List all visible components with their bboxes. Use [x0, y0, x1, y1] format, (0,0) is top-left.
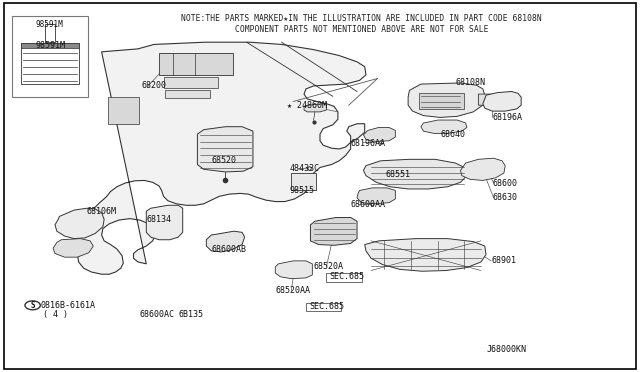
Bar	[326, 273, 362, 282]
Text: COMPONENT PARTS NOT MENTIONED ABOVE ARE NOT FOR SALE: COMPONENT PARTS NOT MENTIONED ABOVE ARE …	[235, 25, 488, 34]
Polygon shape	[310, 218, 357, 245]
Polygon shape	[197, 127, 253, 172]
Text: S: S	[30, 301, 35, 310]
Text: ( 4 ): ( 4 )	[44, 311, 68, 320]
Text: 68108N: 68108N	[456, 78, 485, 87]
Text: 68640: 68640	[440, 130, 465, 140]
Bar	[159, 53, 232, 75]
Bar	[306, 303, 341, 311]
Text: SEC.685: SEC.685	[330, 272, 365, 281]
Text: 6B135: 6B135	[178, 311, 204, 320]
Text: 48433C: 48433C	[290, 164, 320, 173]
Bar	[21, 43, 79, 48]
Polygon shape	[275, 261, 312, 279]
Text: ★ 24860M: ★ 24860M	[287, 101, 327, 110]
Text: 68600: 68600	[492, 179, 517, 187]
Polygon shape	[53, 238, 93, 257]
Text: 68520A: 68520A	[314, 262, 344, 271]
Polygon shape	[357, 188, 396, 204]
Bar	[12, 16, 88, 97]
Polygon shape	[478, 94, 497, 105]
Polygon shape	[304, 104, 326, 112]
Bar	[21, 43, 79, 84]
Text: 68196A: 68196A	[492, 113, 522, 122]
Polygon shape	[206, 231, 244, 252]
Text: NOTE:THE PARTS MARKED★IN THE ILLUSTRATION ARE INCLUDED IN PART CODE 68108N: NOTE:THE PARTS MARKED★IN THE ILLUSTRATIO…	[181, 14, 542, 23]
Text: 98591M: 98591M	[36, 20, 64, 29]
Bar	[291, 173, 316, 190]
Text: 68630: 68630	[492, 193, 517, 202]
Bar	[166, 90, 210, 98]
Text: 98515: 98515	[290, 186, 315, 195]
Polygon shape	[365, 238, 486, 271]
Text: 68134: 68134	[147, 215, 172, 224]
Text: 0816B-6161A: 0816B-6161A	[40, 301, 95, 310]
Bar	[164, 77, 218, 88]
Polygon shape	[483, 92, 521, 111]
Polygon shape	[461, 158, 505, 180]
Bar	[108, 97, 139, 124]
Text: 68196AA: 68196AA	[351, 139, 386, 148]
Text: 68551: 68551	[385, 170, 410, 179]
Polygon shape	[147, 205, 182, 240]
Text: 68600AC: 68600AC	[140, 311, 175, 320]
Polygon shape	[364, 159, 467, 189]
Text: J68000KN: J68000KN	[486, 344, 526, 353]
Text: 68106M: 68106M	[87, 208, 117, 217]
Text: 68200: 68200	[141, 81, 166, 90]
Bar	[419, 93, 464, 109]
Text: 68600AA: 68600AA	[351, 200, 386, 209]
Bar	[45, 24, 55, 42]
Text: 68600AB: 68600AB	[211, 244, 246, 253]
Polygon shape	[55, 208, 104, 238]
Text: SEC.685: SEC.685	[309, 302, 344, 311]
Text: 68520: 68520	[211, 155, 236, 164]
Polygon shape	[364, 128, 396, 141]
Polygon shape	[77, 42, 366, 274]
Text: 98591M: 98591M	[36, 41, 66, 50]
Text: 68520AA: 68520AA	[275, 286, 310, 295]
Circle shape	[25, 301, 40, 310]
Polygon shape	[421, 120, 467, 134]
Text: 68901: 68901	[491, 256, 516, 265]
Polygon shape	[408, 83, 484, 118]
